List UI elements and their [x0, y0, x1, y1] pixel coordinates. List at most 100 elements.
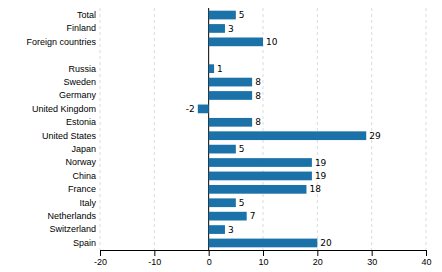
data-label: 19: [315, 158, 327, 168]
plot: 5310188-2829519191857320-20-10010203040T…: [26, 8, 431, 267]
y-tick: Sweden: [63, 77, 96, 87]
x-tick-mark: [263, 250, 264, 256]
y-tick: Germany: [59, 90, 97, 100]
y-tick: Spain: [73, 238, 96, 248]
x-tick-label: 0: [207, 257, 212, 267]
y-tick: Switzerland: [49, 224, 96, 234]
x-tick-label: 40: [421, 257, 431, 267]
data-label: 7: [250, 211, 256, 221]
data-label: 20: [320, 238, 332, 248]
bars: [198, 11, 366, 248]
y-tick: Italy: [79, 198, 96, 208]
x-tick: -10: [148, 250, 161, 267]
x-tick-label: 30: [367, 257, 377, 267]
data-label: 8: [255, 77, 261, 87]
bar: [209, 118, 252, 127]
bar: [209, 158, 312, 167]
x-tick: -20: [94, 250, 107, 267]
y-tick-label: Spain: [73, 238, 96, 248]
data-labels: 5310188-2829519191857320: [186, 10, 381, 248]
y-tick-label: Finland: [66, 23, 96, 33]
bar: [209, 37, 263, 46]
y-tick: United States: [42, 131, 97, 141]
bar: [198, 105, 209, 114]
y-tick-label: United States: [42, 131, 97, 141]
bar: [209, 78, 252, 87]
y-tick-label: Total: [77, 10, 96, 20]
grid-line: [371, 8, 372, 250]
x-tick-label: 10: [258, 257, 268, 267]
data-label: 5: [239, 144, 245, 154]
x-tick: 20: [313, 250, 323, 267]
bar: [209, 145, 236, 154]
x-tick-mark: [372, 250, 373, 256]
x-axis: -20 -10 0 10 20 30 40: [94, 250, 432, 267]
x-tick-mark: [154, 250, 155, 256]
y-tick-label: Germany: [59, 90, 97, 100]
y-tick-label: Foreign countries: [26, 37, 96, 47]
x-tick: 10: [258, 250, 268, 267]
x-tick-label: -20: [94, 257, 107, 267]
grid-line: [154, 8, 155, 250]
data-label: 8: [255, 91, 261, 101]
data-label: 29: [369, 131, 381, 141]
data-label: 8: [255, 117, 261, 127]
bar: [209, 24, 225, 33]
grid-line: [426, 8, 427, 250]
grid-line: [100, 8, 101, 250]
x-tick-mark: [100, 250, 101, 256]
x-tick-mark: [426, 250, 427, 256]
y-axis: Total Finland Foreign countries Russia Swede…: [26, 10, 96, 248]
data-label: 3: [228, 24, 234, 34]
y-tick: Foreign countries: [26, 37, 96, 47]
bar: [209, 172, 312, 181]
data-label: 19: [315, 171, 327, 181]
y-tick: Russia: [68, 64, 96, 74]
y-tick-label: Netherlands: [47, 211, 96, 221]
grid: [100, 8, 426, 250]
y-tick-label: Estonia: [66, 117, 96, 127]
data-label: 3: [228, 225, 234, 235]
x-tick-mark: [317, 250, 318, 256]
chart: 5310188-2829519191857320-20-10010203040T…: [0, 0, 442, 272]
bar: [209, 11, 236, 20]
bar: [209, 131, 367, 140]
y-tick-label: Russia: [68, 64, 96, 74]
bar: [209, 64, 214, 73]
x-tick-label: 20: [313, 257, 323, 267]
data-label: 5: [239, 198, 245, 208]
y-tick: Netherlands: [47, 211, 96, 221]
y-tick: China: [72, 171, 96, 181]
y-tick: France: [68, 184, 96, 194]
y-tick: Norway: [65, 157, 96, 167]
bar: [209, 198, 236, 207]
x-tick: 40: [421, 250, 431, 267]
data-label: 18: [309, 184, 321, 194]
bar: [209, 212, 247, 221]
x-tick: 30: [367, 250, 377, 267]
y-tick-label: France: [68, 184, 96, 194]
y-tick-label: Norway: [65, 157, 96, 167]
y-tick: Finland: [66, 23, 96, 33]
data-label: 1: [217, 64, 223, 74]
data-label: -2: [186, 104, 195, 114]
y-tick: United Kingdom: [32, 104, 96, 114]
data-label: 5: [239, 10, 245, 20]
y-tick-label: Switzerland: [49, 224, 96, 234]
data-label: 10: [266, 37, 278, 47]
y-tick-label: Sweden: [63, 77, 96, 87]
y-tick-label: Japan: [71, 144, 96, 154]
bar: [209, 225, 225, 234]
x-tick-label: -10: [148, 257, 161, 267]
grid-line: [317, 8, 318, 250]
y-tick: Total: [77, 10, 96, 20]
y-tick-label: Italy: [79, 198, 96, 208]
bar: [209, 185, 307, 194]
x-tick-mark: [209, 250, 210, 256]
y-tick-label: United Kingdom: [32, 104, 96, 114]
x-tick: 0: [207, 250, 212, 267]
bar: [209, 91, 252, 100]
bar: [209, 239, 318, 248]
y-tick: Japan: [71, 144, 96, 154]
y-tick: Estonia: [66, 117, 96, 127]
